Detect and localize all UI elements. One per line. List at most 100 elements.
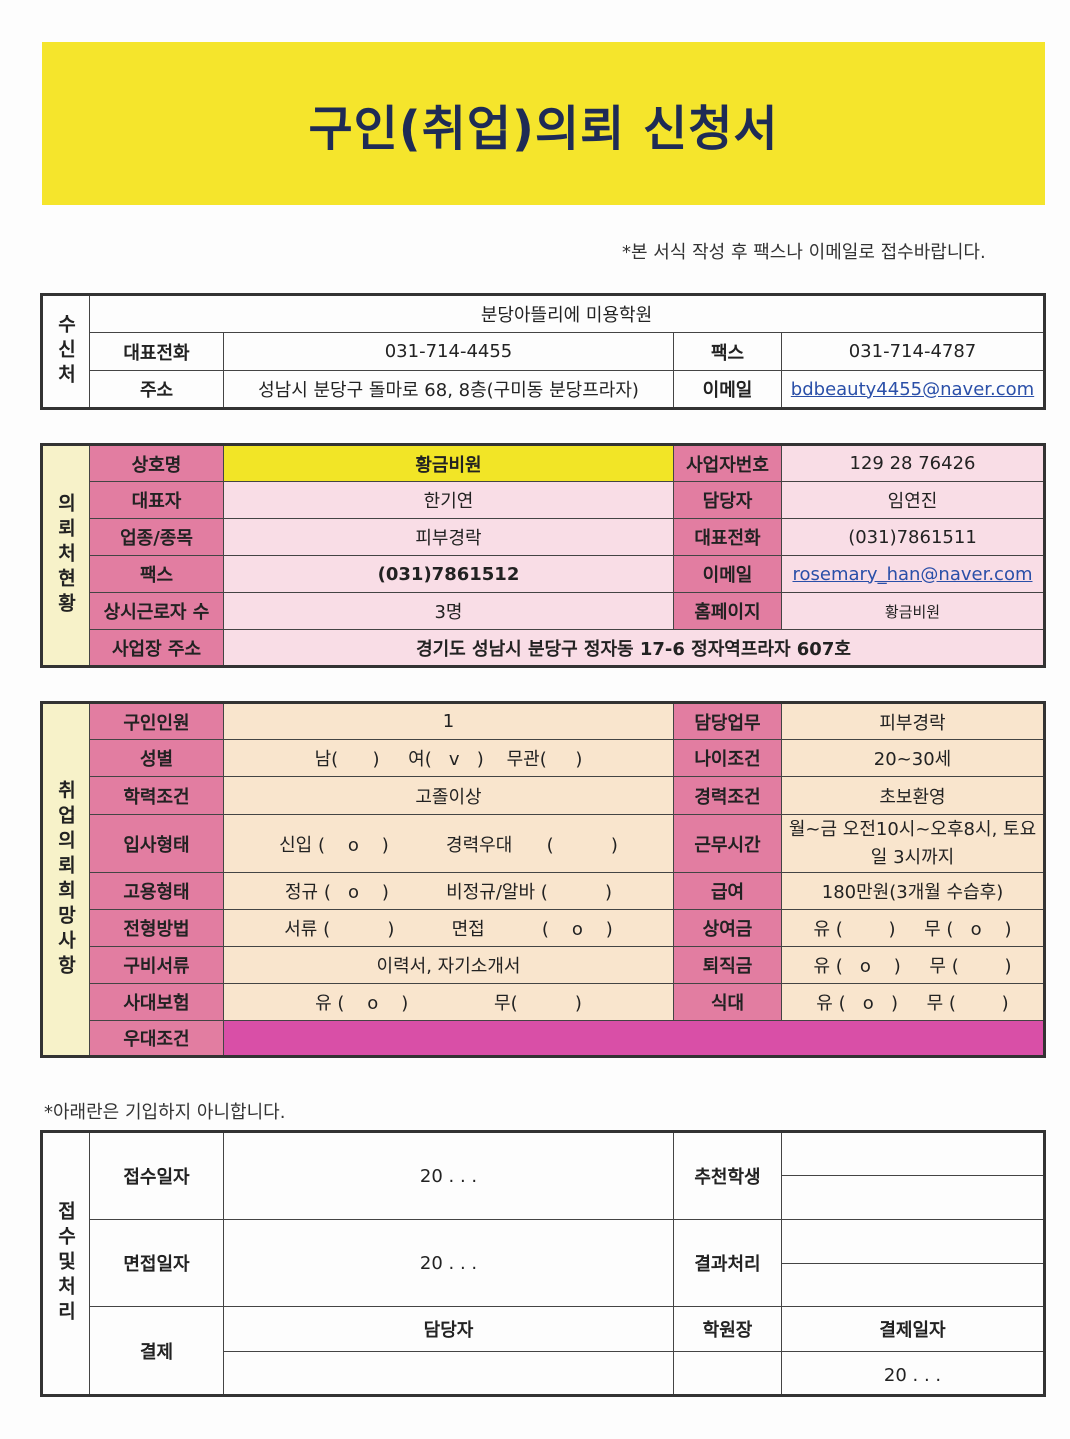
table-row: 구비서류 이력서, 자기소개서 퇴직금 유 ( ο ) 무 ( ): [42, 946, 1045, 984]
address-value: 경기도 성남시 분당구 정자동 17-6 정자역프라자 607호: [223, 629, 1045, 667]
email-link[interactable]: rosemary_han@naver.com: [792, 563, 1033, 585]
approval-date: 20 . . .: [781, 1351, 1045, 1396]
fax-label: 팩스: [673, 332, 782, 371]
field-value: (031)7861511: [781, 518, 1045, 556]
field-value: 3명: [223, 592, 674, 630]
field-label: 담당업무: [673, 702, 782, 740]
office-note: *아래란은 기입하지 아니합니다.: [44, 1102, 286, 1123]
field-label: 성별: [89, 739, 224, 777]
field-value: 남( ) 여( v ) 무관( ): [223, 739, 674, 777]
recipient-name: 분당아뜰리에 미용학원: [89, 294, 1045, 333]
result-field-2[interactable]: [781, 1263, 1045, 1307]
address-value: 성남시 분당구 돌마로 68, 8층(구미동 분당프라자): [223, 370, 674, 409]
field-value: 임연진: [781, 481, 1045, 519]
field-value: 황금비원: [781, 592, 1045, 630]
phone-label: 대표전화: [89, 332, 224, 371]
table-row: 대표자 한기연 담당자 임연진: [42, 481, 1045, 519]
field-label: 상호명: [89, 444, 224, 482]
office-table: 접수및처리 접수일자 20 . . . 추천학생 면접일자 20 . . . 결과처리 결…: [40, 1130, 1046, 1397]
field-label: 업종/종목: [89, 518, 224, 556]
table-row: 우대조건: [42, 1020, 1045, 1057]
field-label: 대표전화: [673, 518, 782, 556]
wishes-table: 취업의뢰희망사항 구인인원 1 담당업무 피부경락 성별 남( ) 여( v ) 무관( )…: [40, 701, 1046, 1058]
address-label: 사업장 주소: [89, 629, 224, 667]
field-value: 유 ( ο ) 무 ( ): [781, 946, 1045, 984]
field-label: 급여: [673, 872, 782, 910]
field-value: 유 ( ο ) 무( ): [223, 983, 674, 1021]
address-label: 주소: [89, 370, 224, 409]
field-value: 1: [223, 702, 674, 740]
email-label: 이메일: [673, 370, 782, 409]
field-value: 180만원(3개월 수습후): [781, 872, 1045, 910]
field-label: 고용형태: [89, 872, 224, 910]
wishes-side-label: 취업의뢰희망사항: [41, 702, 90, 1057]
recommended-field-2[interactable]: [781, 1175, 1045, 1220]
field-label: 근무시간: [673, 814, 782, 873]
approval-label: 결제: [89, 1306, 224, 1396]
field-value: 이력서, 자기소개서: [223, 946, 674, 984]
email-link[interactable]: bdbeauty4455@naver.com: [790, 378, 1035, 400]
field-value: 피부경락: [781, 702, 1045, 740]
field-value: 20~30세: [781, 739, 1045, 777]
field-label: 전형방법: [89, 909, 224, 947]
table-row: 사대보험 유 ( ο ) 무( ) 식대 유 ( ο ) 무 ( ): [42, 983, 1045, 1021]
field-value: (031)7861512: [223, 555, 674, 593]
field-value: rosemary_han@naver.com: [781, 555, 1045, 593]
result-label: 결과처리: [673, 1219, 782, 1307]
table-row: 의뢰처현황 상호명 황금비원 사업자번호 129 28 76426: [41, 444, 1045, 667]
result-field-1[interactable]: [781, 1219, 1045, 1264]
recommended-label: 추천학생: [673, 1131, 782, 1220]
preference-label: 우대조건: [89, 1020, 224, 1057]
field-value: 서류 ( ) 면접 ( ο ): [223, 909, 674, 947]
preference-value: [223, 1020, 1045, 1057]
field-label: 학력조건: [89, 776, 224, 815]
table-row: 전형방법 서류 ( ) 면접 ( ο ) 상여금 유 ( ) 무 ( ο ): [42, 909, 1045, 947]
field-label: 퇴직금: [673, 946, 782, 984]
field-label: 상시근로자 수: [89, 592, 224, 630]
field-label: 담당자: [673, 481, 782, 519]
field-label: 구인인원: [89, 702, 224, 740]
recipient-side-label: 수신처: [41, 294, 90, 409]
manager-sign[interactable]: [223, 1351, 674, 1396]
field-label: 식대: [673, 983, 782, 1021]
field-value: 피부경락: [223, 518, 674, 556]
field-label: 대표자: [89, 481, 224, 519]
field-label: 경력조건: [673, 776, 782, 815]
table-row: 고용형태 정규 ( ο ) 비정규/알바 ( ) 급여 180만원(3개월 수습후): [42, 872, 1045, 910]
field-value: 월~금 오전10시~오후8시, 토요일 3시까지: [781, 814, 1045, 873]
office-side-label: 접수및처리: [41, 1131, 90, 1396]
field-value: 유 ( ) 무 ( ο ): [781, 909, 1045, 947]
approval-date-label: 결제일자: [781, 1306, 1045, 1352]
field-label: 입사형태: [89, 814, 224, 873]
manager-label: 담당자: [223, 1306, 674, 1352]
field-value: 황금비원: [223, 444, 674, 482]
field-label: 팩스: [89, 555, 224, 593]
requester-side-label: 의뢰처현황: [41, 444, 90, 667]
interview-date: 20 . . .: [223, 1219, 674, 1307]
table-row: 사업장 주소 경기도 성남시 분당구 정자동 17-6 정자역프라자 607호: [42, 629, 1045, 667]
table-row: 취업의뢰희망사항 구인인원 1 담당업무 피부경락: [41, 702, 1045, 1057]
table-row: 학력조건 고졸이상 경력조건 초보환영: [42, 776, 1045, 815]
phone-value: 031-714-4455: [223, 332, 674, 371]
interview-label: 면접일자: [89, 1219, 224, 1307]
recommended-field-1[interactable]: [781, 1131, 1045, 1176]
field-label: 홈페이지: [673, 592, 782, 630]
field-label: 사업자번호: [673, 444, 782, 482]
field-value: 129 28 76426: [781, 444, 1045, 482]
received-date: 20 . . .: [223, 1131, 674, 1220]
field-value: 초보환영: [781, 776, 1045, 815]
director-sign[interactable]: [673, 1351, 782, 1396]
field-value: 유 ( ο ) 무 ( ): [781, 983, 1045, 1021]
field-label: 사대보험: [89, 983, 224, 1021]
field-label: 나이조건: [673, 739, 782, 777]
field-label: 상여금: [673, 909, 782, 947]
table-row: 팩스 (031)7861512 이메일 rosemary_han@naver.com: [42, 555, 1045, 593]
field-value: 정규 ( ο ) 비정규/알바 ( ): [223, 872, 674, 910]
table-row: 상시근로자 수 3명 홈페이지 황금비원: [42, 592, 1045, 630]
fax-value: 031-714-4787: [781, 332, 1045, 371]
table-row: 입사형태 신입 ( ο ) 경력우대 ( ) 근무시간 월~금 오전10시~오후8시,…: [42, 814, 1045, 873]
field-label: 이메일: [673, 555, 782, 593]
table-row: 업종/종목 피부경락 대표전화 (031)7861511: [42, 518, 1045, 556]
top-note: *본 서식 작성 후 팩스나 이메일로 접수바랍니다.: [622, 242, 986, 263]
field-value: 한기연: [223, 481, 674, 519]
